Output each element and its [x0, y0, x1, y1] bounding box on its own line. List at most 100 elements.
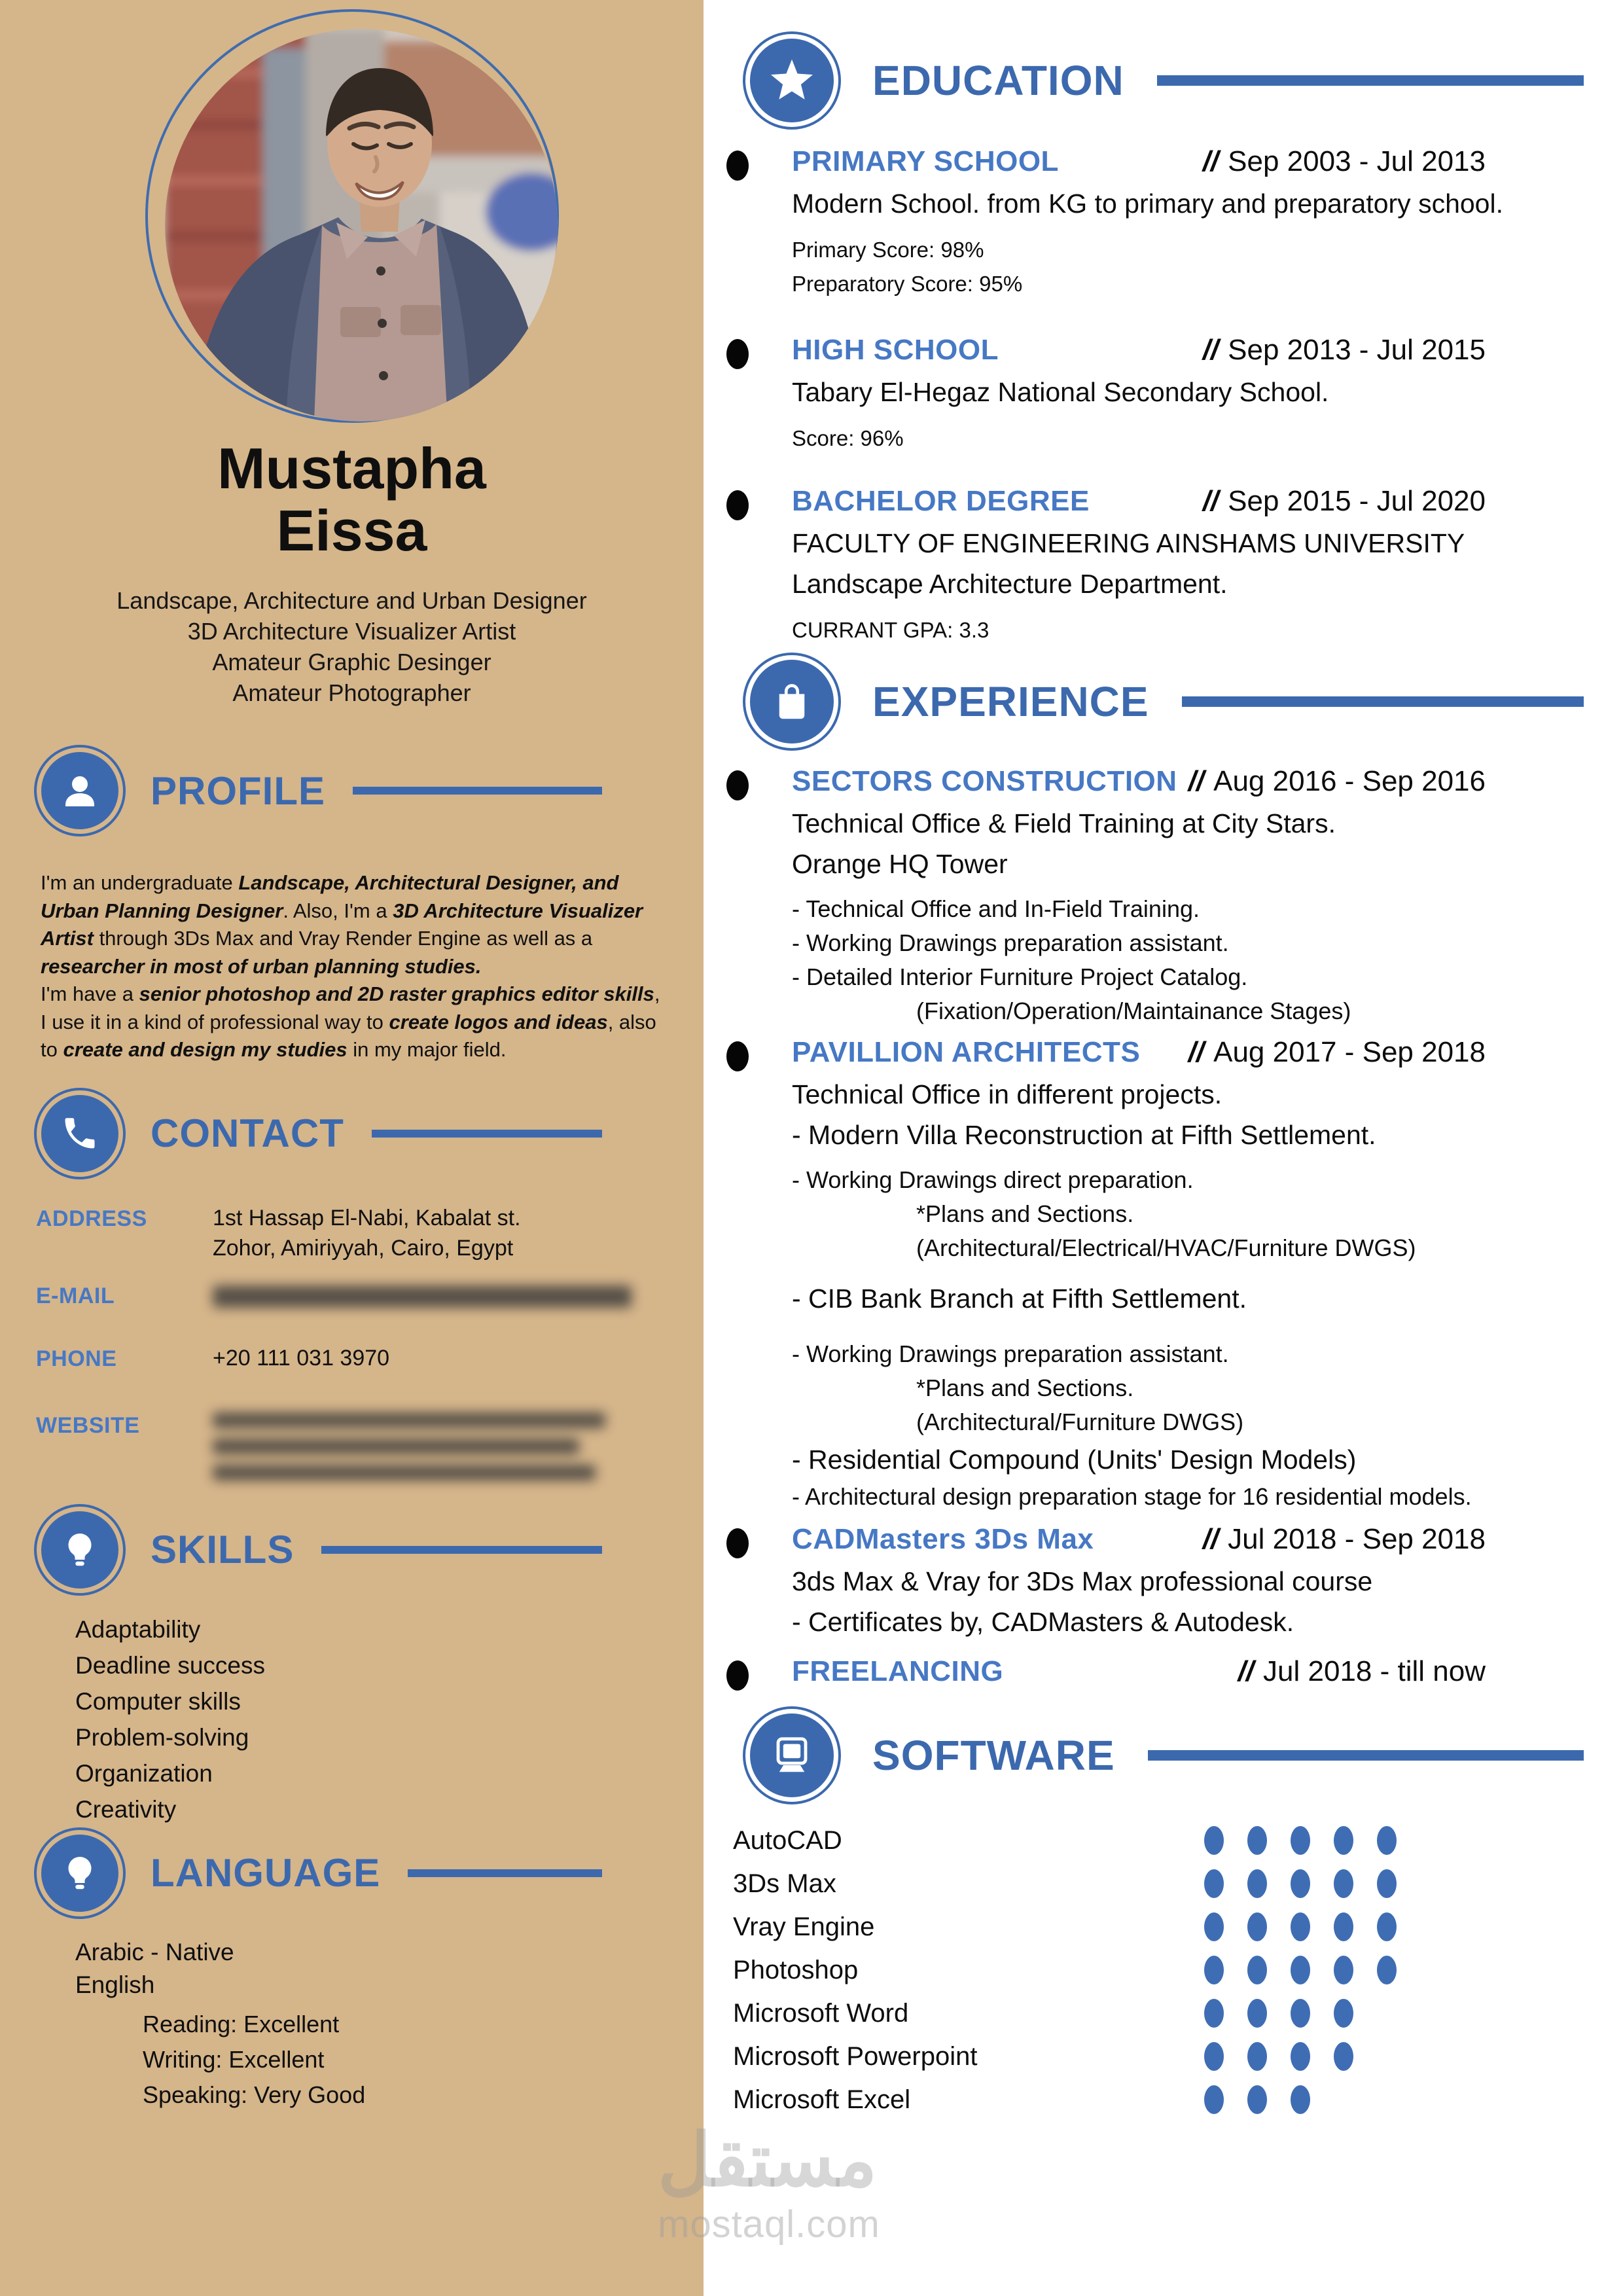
- software-name: Microsoft Excel: [733, 2085, 911, 2114]
- software-list: AutoCAD 3Ds Max Vray Engine Photoshop Micros…: [733, 1819, 1594, 2121]
- bullet-icon: [726, 151, 749, 181]
- language-detail-line: Reading: Excellent: [143, 2010, 340, 2037]
- software-level-dots: [1204, 1912, 1397, 1941]
- date-slashes: //: [1238, 1655, 1255, 1687]
- entry-notes: Score: 96%: [792, 422, 1594, 456]
- entry-title: FREELANCING: [792, 1655, 1004, 1687]
- experience-entry: FREELANCING //Jul 2018 - till now: [726, 1655, 1594, 1691]
- person-titles: Landscape, Architecture and Urban Design…: [0, 585, 704, 708]
- person-first-name: Mustapha: [217, 436, 486, 501]
- date-range: Sep 2003 - Jul 2013: [1228, 145, 1486, 177]
- date-range: Sep 2013 - Jul 2015: [1228, 334, 1486, 366]
- entry-title-row: PAVILLION ARCHITECTS //Aug 2017 - Sep 201…: [792, 1036, 1486, 1069]
- description-line: Landscape Architecture Department.: [792, 569, 1228, 599]
- person-last-name: Eissa: [276, 498, 427, 564]
- person-title-line: Amateur Graphic Desinger: [212, 649, 491, 676]
- detail-line: (Architectural/Electrical/HVAC/Furniture…: [916, 1234, 1416, 1261]
- entry-notes: CURRANT GPA: 3.3: [792, 613, 1594, 647]
- briefcase-icon: [750, 660, 834, 744]
- education-section-header: EDUCATION: [743, 31, 1594, 130]
- detail-line: - Certificates by, CADMasters & Autodesk…: [792, 1607, 1294, 1637]
- date-slashes: //: [1202, 485, 1219, 517]
- bullet-icon: [726, 339, 749, 369]
- contact-label: WEBSITE: [36, 1412, 140, 1438]
- detail-line: - Modern Villa Reconstruction at Fifth S…: [792, 1120, 1376, 1150]
- profile-text-segment: , I use it in a kind of professional way…: [41, 982, 666, 1033]
- profile-text-segment: senior photoshop and 2D raster graphics …: [139, 982, 654, 1006]
- date-slashes: //: [1202, 1523, 1219, 1555]
- education-entry: PRIMARY SCHOOL // Sep 2003 - Jul 2013 Moder…: [726, 145, 1594, 301]
- date-range: Jul 2018 - Sep 2018: [1228, 1523, 1486, 1555]
- profile-paragraph: I'm an undergraduate Landscape, Architec…: [41, 869, 666, 1064]
- software-row: 3Ds Max: [733, 1862, 1594, 1905]
- profile-section-header: PROFILE: [34, 745, 704, 837]
- language-section-header: LANGUAGE: [34, 1827, 704, 1919]
- experience-entry: SECTORS CONSTRUCTION //Aug 2016 - Sep 201…: [726, 765, 1594, 1028]
- entry-detail-lines: Technical Office & Field Training at Cit…: [792, 803, 1594, 1028]
- level-dot: [1247, 1826, 1267, 1855]
- contact-value: 1st Hassap El-Nabi, Kabalat st. Zohor, A…: [213, 1205, 521, 1261]
- detail-line: - Residential Compound (Units' Design Mo…: [792, 1444, 1357, 1475]
- detail-line: - Working Drawings preparation assistant…: [792, 929, 1229, 956]
- software-level-dots: [1204, 2042, 1353, 2071]
- profile-text-segment: researcher in most of urban planning stu…: [41, 954, 482, 978]
- divider-line: [353, 787, 602, 795]
- level-dot: [1291, 1999, 1310, 2028]
- software-name: Vray Engine: [733, 1912, 875, 1941]
- software-name: 3Ds Max: [733, 1869, 836, 1898]
- date-range: Jul 2018 - till now: [1263, 1655, 1486, 1687]
- level-dot: [1291, 1912, 1310, 1941]
- description-line: Modern School. from KG to primary and pr…: [792, 188, 1503, 219]
- language-section-title: LANGUAGE: [151, 1851, 381, 1895]
- experience-entries: SECTORS CONSTRUCTION//Aug 2016 - Sep 201…: [726, 765, 1594, 1691]
- level-dot: [1291, 1826, 1310, 1855]
- portrait-illustration: [164, 29, 558, 422]
- level-dot: [1377, 1869, 1397, 1898]
- language-detail-line: Writing: Excellent: [143, 2045, 325, 2073]
- lightbulb-icon: [41, 1834, 118, 1912]
- entry-dates: // Sep 2003 - Jul 2013: [1203, 145, 1486, 178]
- skills-list: Adaptability Deadline success Computer ski…: [75, 1611, 704, 1827]
- contact-row: PHONE +20 111 031 3970: [36, 1343, 704, 1373]
- software-row: Vray Engine: [733, 1905, 1594, 1948]
- contact-section-title: CONTACT: [151, 1111, 344, 1156]
- skills-section-header: SKILLS: [34, 1503, 704, 1596]
- detail-line: Orange HQ Tower: [792, 849, 1008, 879]
- description-line: FACULTY OF ENGINEERING AINSHAMS UNIVERSI…: [792, 528, 1465, 558]
- level-dot: [1334, 1956, 1353, 1984]
- contact-section-header: CONTACT: [34, 1087, 704, 1179]
- software-section-header: SOFTWARE: [743, 1706, 1594, 1804]
- software-name: Photoshop: [733, 1955, 859, 1984]
- bullet-icon: [726, 1041, 749, 1071]
- level-dot: [1204, 1912, 1224, 1941]
- software-level-dots: [1204, 1999, 1353, 2028]
- redacted-line: [213, 1412, 605, 1428]
- entry-dates: //Aug 2017 - Sep 2018: [1188, 1036, 1486, 1069]
- software-section-title: SOFTWARE: [872, 1732, 1115, 1779]
- note-line: Score: 96%: [792, 426, 904, 450]
- note-line: CURRANT GPA: 3.3: [792, 618, 990, 642]
- entry-title-row: HIGH SCHOOL // Sep 2013 - Jul 2015: [792, 334, 1486, 367]
- software-icon-ring: [743, 1706, 841, 1804]
- profile-text-segment: I'm have a: [41, 982, 134, 1006]
- entry-description: Tabary El-Hegaz National Secondary Schoo…: [792, 372, 1594, 412]
- software-row: Microsoft Word: [733, 1992, 1594, 2035]
- contact-value: [213, 1410, 704, 1491]
- education-icon-ring: [743, 31, 841, 130]
- person-icon: [41, 752, 118, 830]
- divider-line: [371, 1129, 602, 1138]
- software-name: Microsoft Powerpoint: [733, 2041, 978, 2071]
- level-dot: [1377, 1956, 1397, 1984]
- level-dot: [1291, 1956, 1310, 1984]
- skill-item: Organization: [75, 1759, 213, 1787]
- skills-icon-ring: [34, 1503, 126, 1596]
- date-slashes: //: [1188, 1036, 1205, 1068]
- experience-icon-ring: [743, 653, 841, 751]
- skill-item: Problem-solving: [75, 1723, 249, 1751]
- skill-item: Creativity: [75, 1795, 177, 1823]
- divider-line: [1147, 1750, 1584, 1761]
- skill-item: Computer skills: [75, 1687, 241, 1715]
- language-icon-ring: [34, 1827, 126, 1919]
- contact-label: PHONE: [36, 1346, 117, 1371]
- level-dot: [1291, 2085, 1310, 2114]
